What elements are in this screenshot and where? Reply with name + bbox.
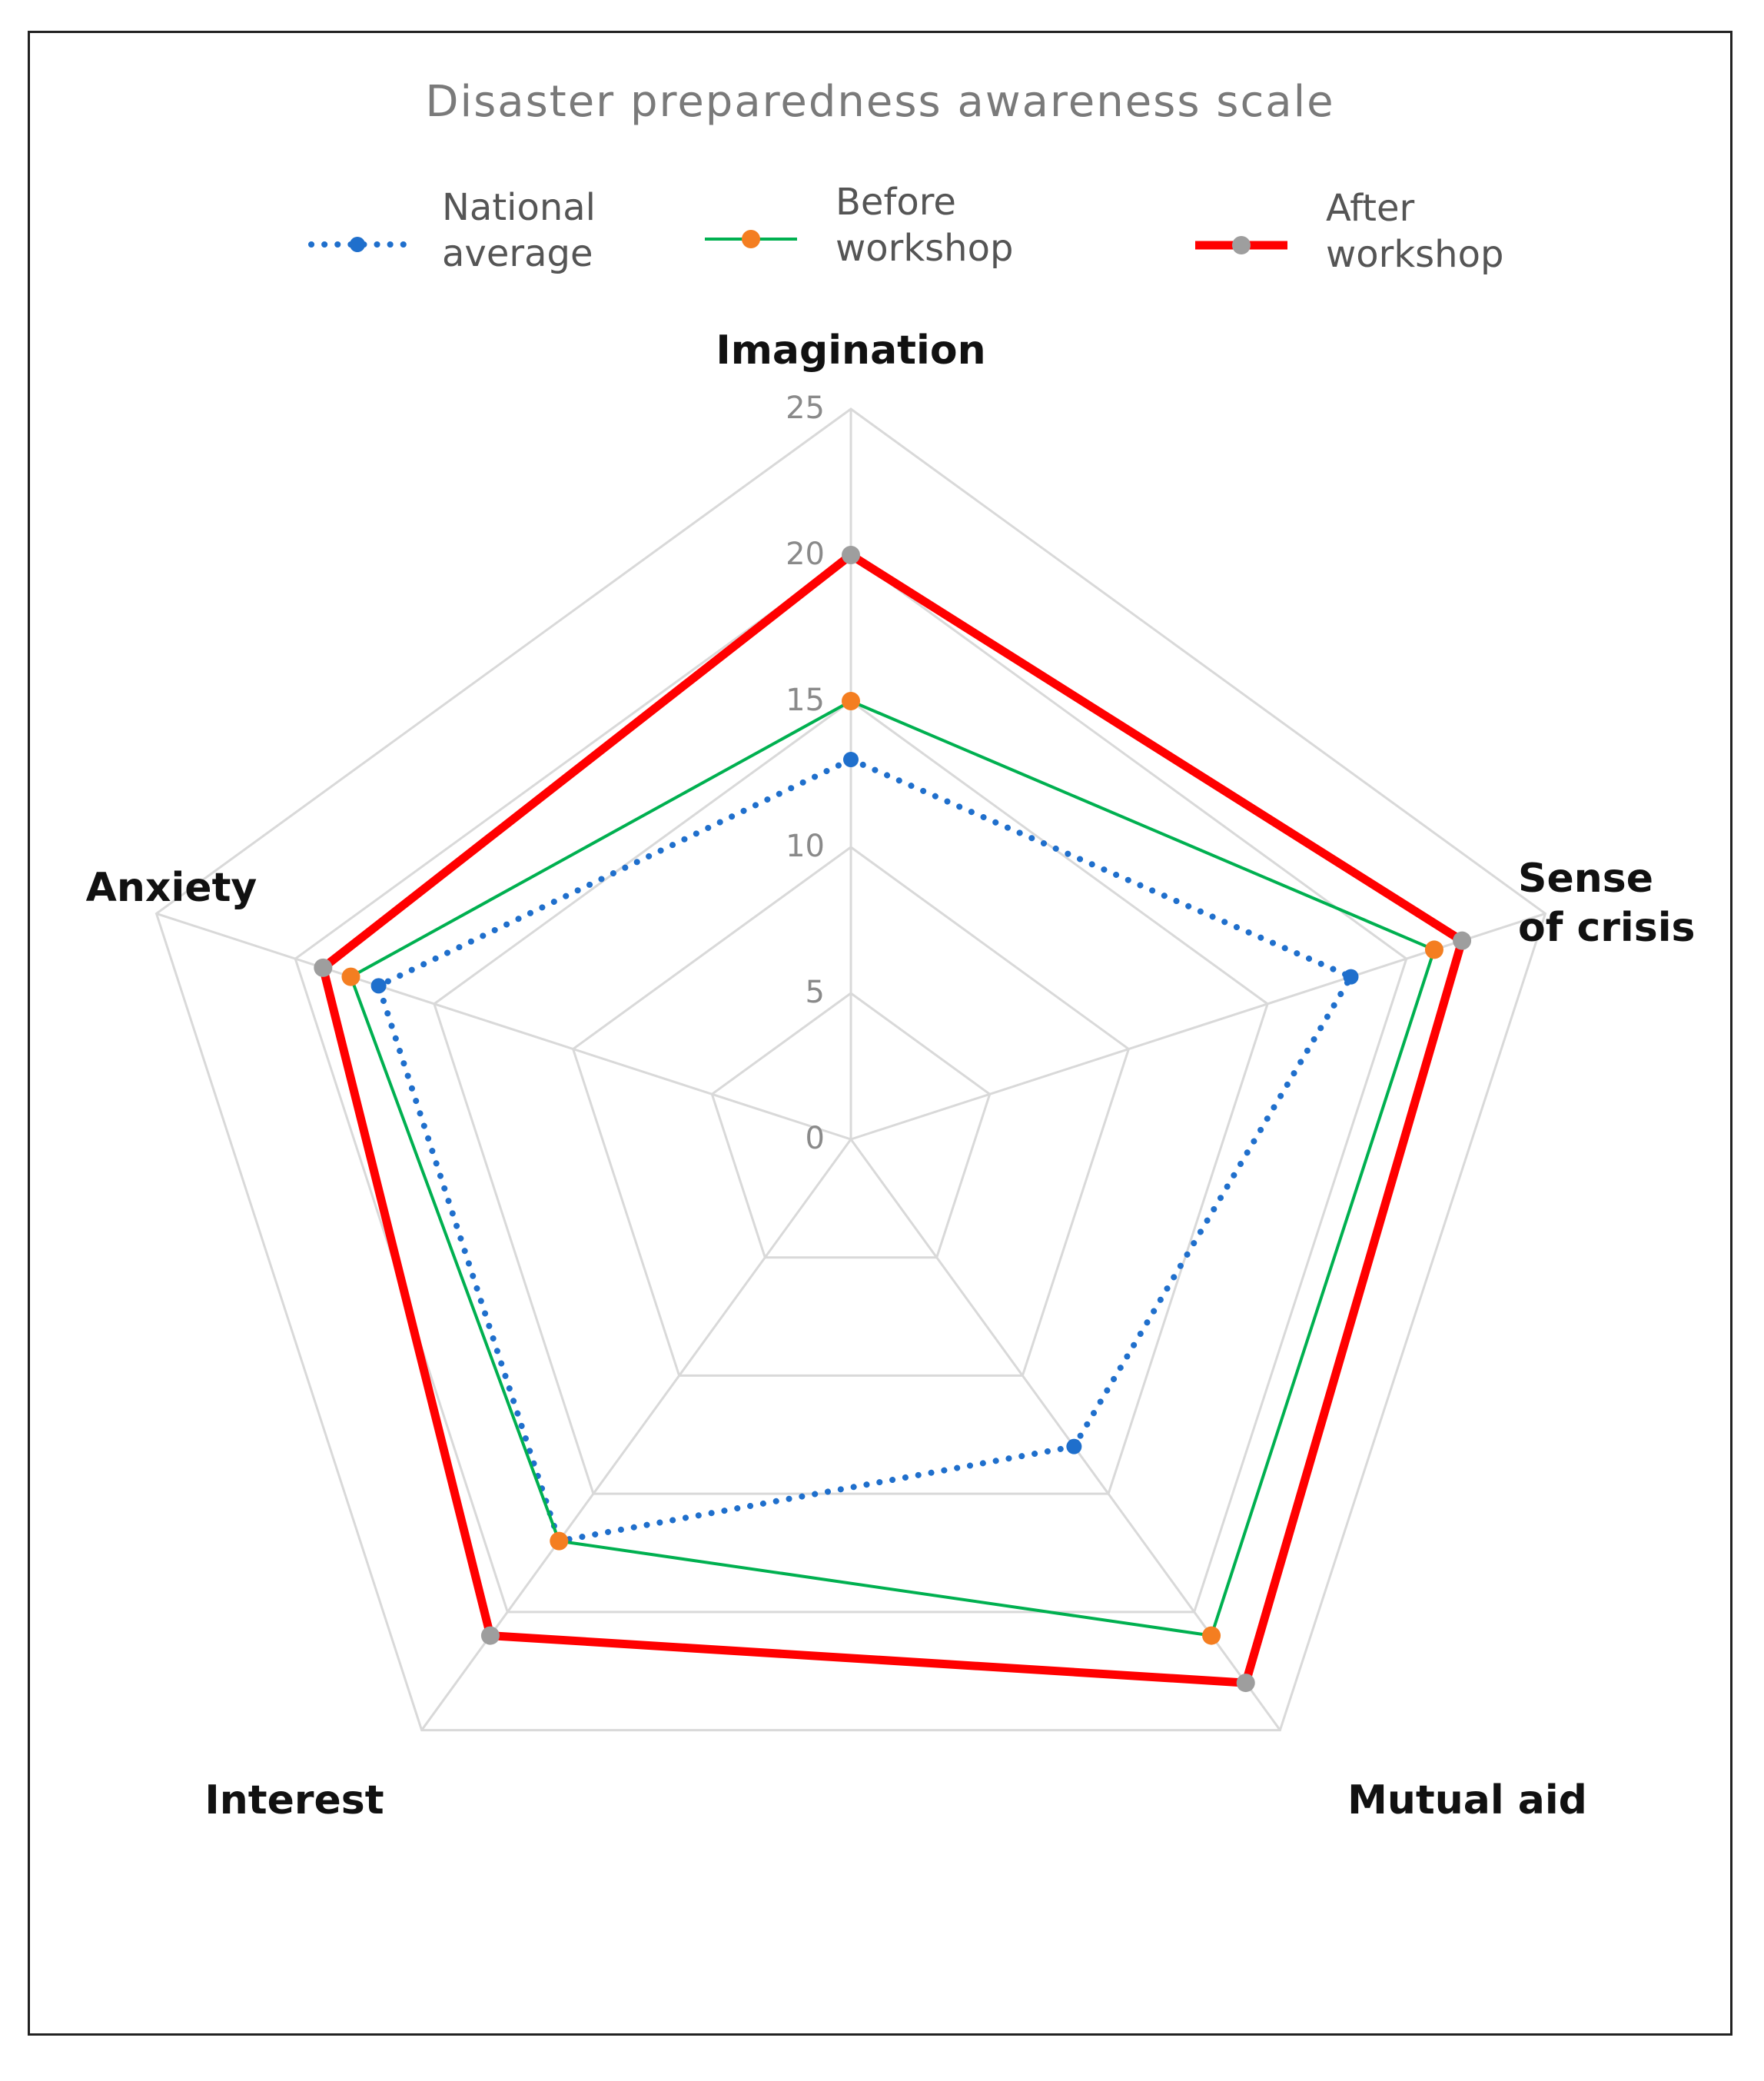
data-point bbox=[480, 1626, 500, 1645]
legend-marker bbox=[350, 237, 365, 252]
series-0 bbox=[375, 756, 1354, 1544]
series-layer bbox=[314, 546, 1472, 1693]
legend-entry-0: National average bbox=[308, 186, 596, 275]
grid-ring-20 bbox=[294, 553, 1408, 1614]
series-2 bbox=[318, 550, 1467, 1687]
legend-marker bbox=[742, 230, 760, 248]
chart-title: Disaster preparedness awareness scale bbox=[425, 77, 1334, 127]
grid-spoke bbox=[156, 913, 852, 1141]
series-1 bbox=[349, 700, 1436, 1637]
legend-marker bbox=[1232, 236, 1251, 254]
data-point bbox=[1343, 969, 1359, 985]
data-point bbox=[1424, 940, 1443, 959]
tick-label: 0 bbox=[806, 1121, 825, 1156]
radar-chart: Disaster preparedness awareness scale 0 5… bbox=[86, 77, 1696, 1823]
grid-ring-15 bbox=[433, 700, 1269, 1495]
tick-label: 15 bbox=[786, 683, 825, 718]
tick-labels: 0 5 10 15 20 25 bbox=[786, 391, 825, 1156]
tick-label: 20 bbox=[786, 537, 825, 572]
data-point bbox=[550, 1531, 569, 1551]
data-point bbox=[1066, 1438, 1082, 1454]
data-point bbox=[842, 546, 860, 564]
legend: National average Before workshop After worksh… bbox=[308, 181, 1503, 276]
tick-label: 25 bbox=[786, 391, 825, 426]
legend-entry-2: After workshop bbox=[1195, 187, 1503, 276]
data-point bbox=[370, 978, 387, 994]
grid-ring-10 bbox=[571, 846, 1131, 1377]
data-point bbox=[842, 692, 860, 710]
data-point bbox=[1453, 931, 1472, 950]
chart-frame: Disaster preparedness awareness scale 0 5… bbox=[28, 31, 1732, 2036]
tick-label: 5 bbox=[806, 975, 825, 1010]
axis-label: Mutual aid bbox=[1347, 1777, 1587, 1823]
data-point bbox=[843, 752, 859, 767]
axis-label: Sense of crisis bbox=[1518, 856, 1695, 951]
series-line-2 bbox=[318, 550, 1467, 1687]
data-point bbox=[1236, 1674, 1255, 1693]
data-point bbox=[314, 958, 333, 977]
axis-label: Imagination bbox=[716, 327, 985, 374]
data-point bbox=[1202, 1626, 1221, 1645]
grid-ring-25 bbox=[154, 407, 1547, 1732]
axis-label: Anxiety bbox=[86, 865, 257, 911]
legend-label: National average bbox=[442, 186, 596, 275]
data-point bbox=[341, 967, 360, 986]
axis-label: Interest bbox=[204, 1777, 384, 1823]
legend-label: After workshop bbox=[1326, 187, 1503, 276]
axis-labels: Imagination Sense of crisis Mutual aid Inter… bbox=[86, 327, 1696, 1823]
legend-label: Before workshop bbox=[835, 181, 1013, 270]
legend-entry-1: Before workshop bbox=[705, 181, 1013, 270]
series-markers-1 bbox=[341, 692, 1443, 1645]
series-markers-2 bbox=[314, 546, 1472, 1693]
series-markers-0 bbox=[370, 752, 1359, 1549]
grid-ring-5 bbox=[710, 992, 992, 1259]
series-line-1 bbox=[349, 700, 1436, 1637]
radar-grid bbox=[154, 407, 1547, 1732]
tick-label: 10 bbox=[786, 829, 825, 864]
series-line-0 bbox=[375, 756, 1354, 1544]
